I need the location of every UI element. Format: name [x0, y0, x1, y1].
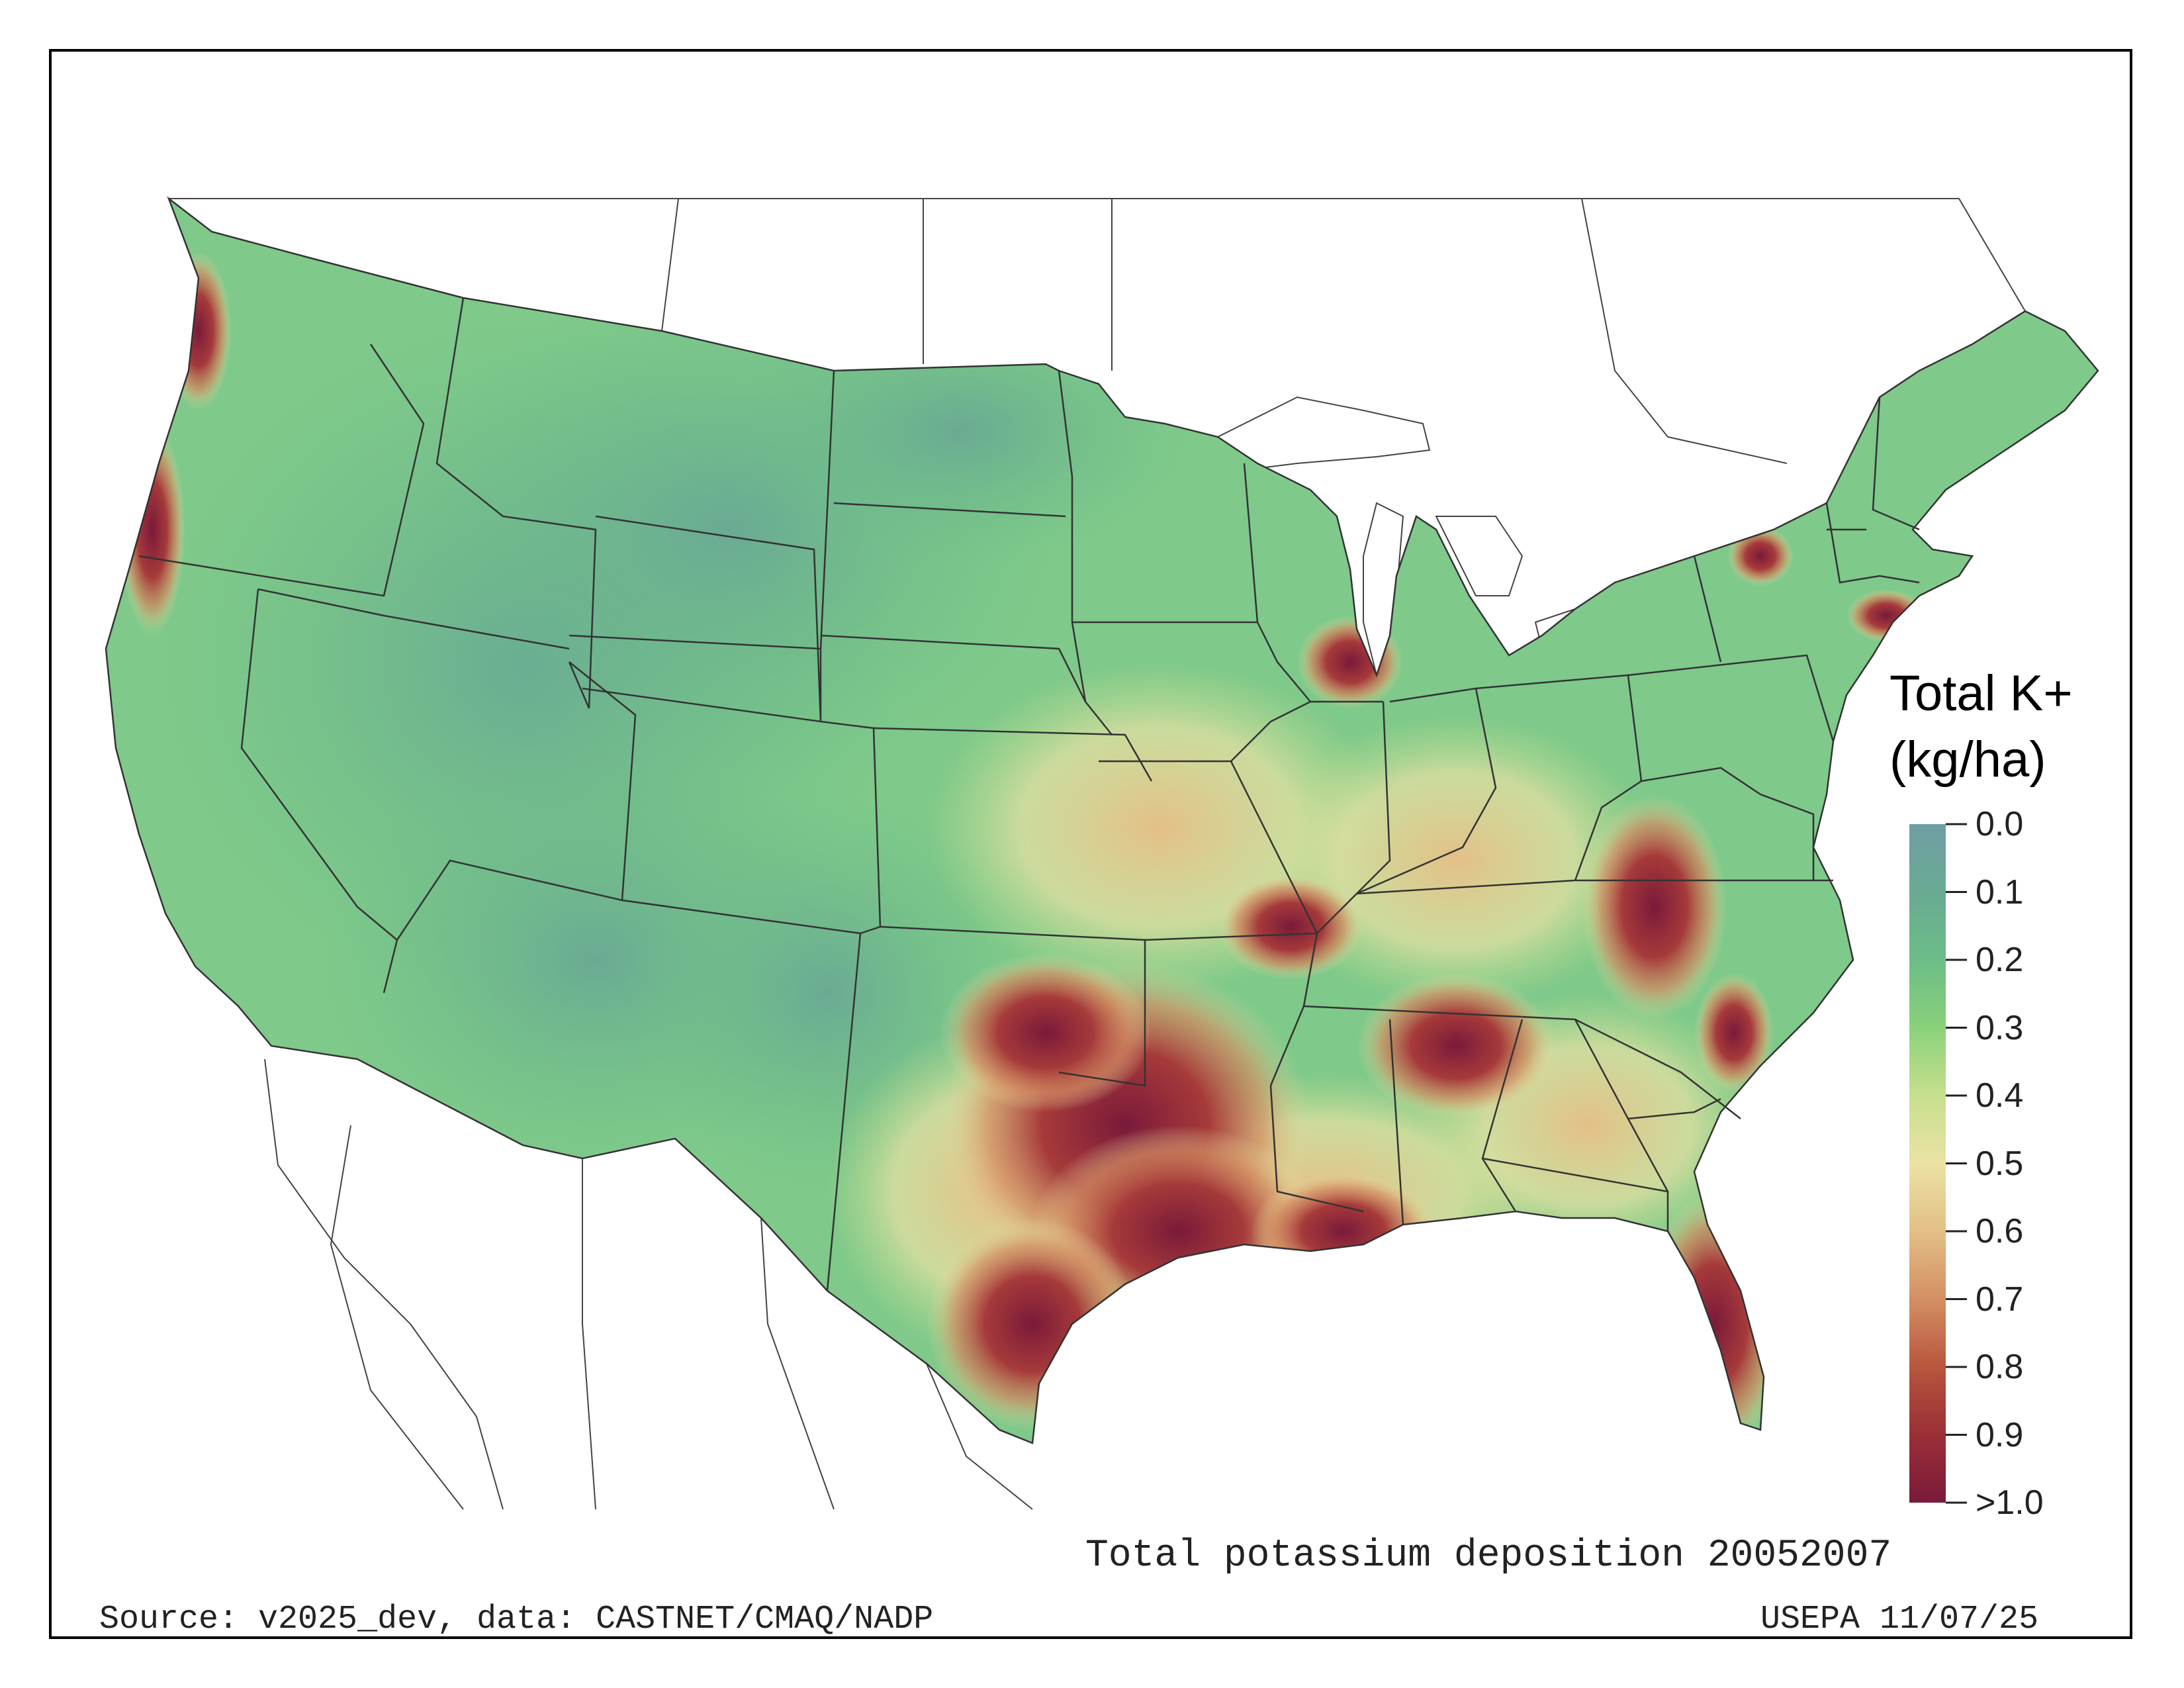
legend-tick-label: 0.0 — [1976, 805, 2024, 843]
legend-tick-label: 0.1 — [1976, 872, 2024, 912]
legend-tick-label: 0.6 — [1976, 1212, 2024, 1250]
legend-tick-label: 0.9 — [1976, 1415, 2024, 1454]
legend-ticks — [1946, 823, 1967, 1504]
legend-tick-label: 0.4 — [1976, 1076, 2024, 1115]
credit-caption: USEPA 11/07/25 — [1760, 1601, 2039, 1638]
state-boundaries — [105, 196, 2099, 1444]
legend-title-line2: (kg/ha) — [1889, 731, 2046, 788]
legend-tick-label: 0.5 — [1976, 1144, 2024, 1183]
legend-tick-label: 0.7 — [1976, 1280, 2024, 1319]
legend-tick-label: 0.8 — [1976, 1348, 2024, 1386]
legend-tick-label: >1.0 — [1976, 1483, 2044, 1522]
map-title: Total potassium deposition 20052007 — [1085, 1534, 1892, 1577]
source-caption: Source: v2025_dev, data: CASTNET/CMAQ/NA… — [99, 1601, 934, 1638]
legend-title-line1: Total K+ — [1889, 665, 2073, 722]
legend-colorbar — [1909, 824, 1946, 1503]
legend-tick-label: 0.3 — [1976, 1008, 2024, 1047]
neighbor-outlines — [169, 198, 2026, 1510]
legend-tick-label: 0.2 — [1976, 941, 2024, 979]
